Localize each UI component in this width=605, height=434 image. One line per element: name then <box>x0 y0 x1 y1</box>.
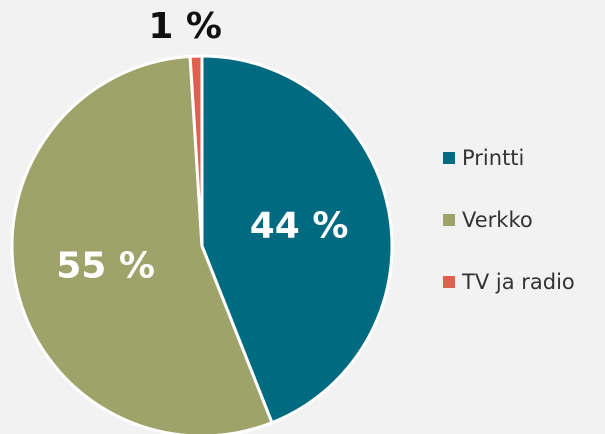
legend-label: Printti <box>462 146 524 170</box>
legend-label: Verkko <box>462 208 533 232</box>
data-label: 55 % <box>56 246 155 287</box>
legend-label: TV ja radio <box>461 270 575 294</box>
legend-swatch <box>443 276 455 288</box>
data-label: 1 % <box>148 6 222 47</box>
pie-slice <box>10 54 274 434</box>
legend-swatch <box>443 214 455 226</box>
pie-slice <box>200 54 394 425</box>
legend-swatch <box>443 152 455 164</box>
pie-slice <box>188 54 204 247</box>
data-label: 44 % <box>250 205 349 246</box>
